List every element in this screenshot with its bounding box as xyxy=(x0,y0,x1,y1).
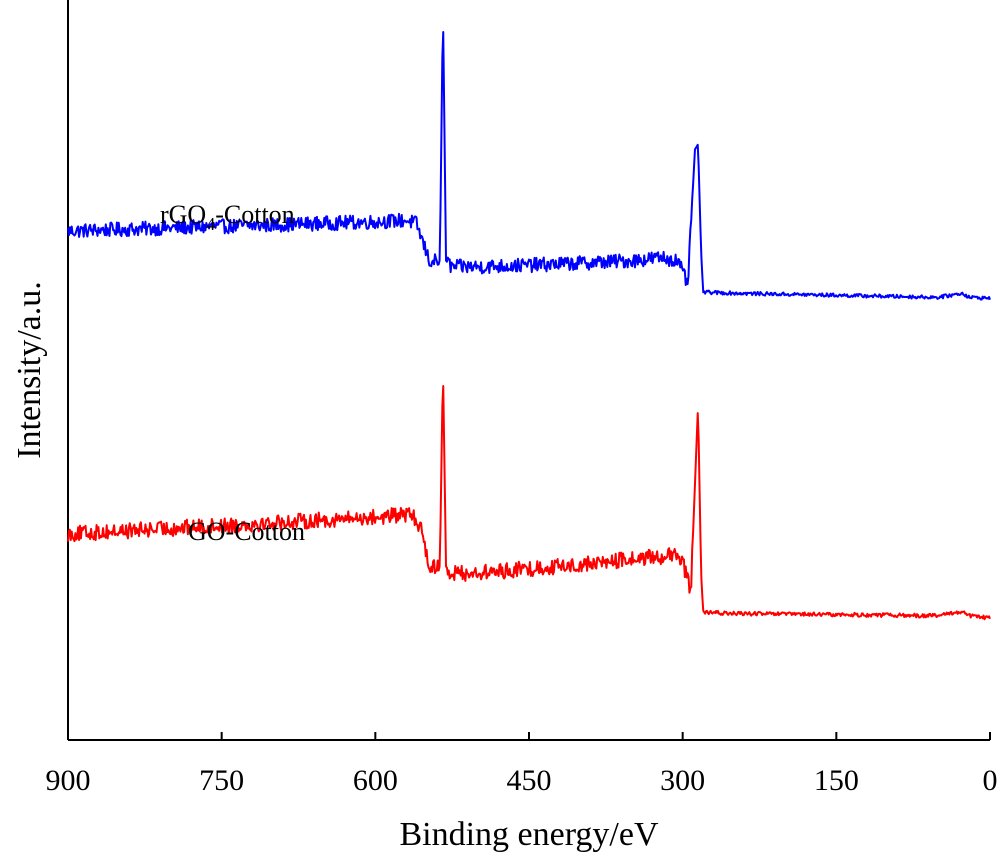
series-line-go-cotton xyxy=(67,385,991,621)
x-tick-label: 450 xyxy=(507,764,552,797)
x-tick-label: 150 xyxy=(814,764,859,797)
x-axis-title: Binding energy/eV xyxy=(399,816,658,853)
x-tick-label: 900 xyxy=(46,764,91,797)
x-ticks: 900 750 600 450 300 150 0 xyxy=(46,732,998,797)
series-label-go-cotton: GO-Cotton xyxy=(188,517,305,546)
x-tick-label: 600 xyxy=(353,764,398,797)
x-tick-label: 300 xyxy=(660,764,705,797)
axes xyxy=(67,0,990,741)
x-tick-label: 750 xyxy=(199,764,244,797)
series-lines xyxy=(67,31,991,621)
x-tick-label: 0 xyxy=(983,764,998,797)
y-axis-title: Intensity/a.u. xyxy=(11,281,48,459)
series-label-rgo4-cotton: rGO4-Cotton xyxy=(160,200,295,234)
series-line-rgo4-cotton xyxy=(67,31,991,301)
